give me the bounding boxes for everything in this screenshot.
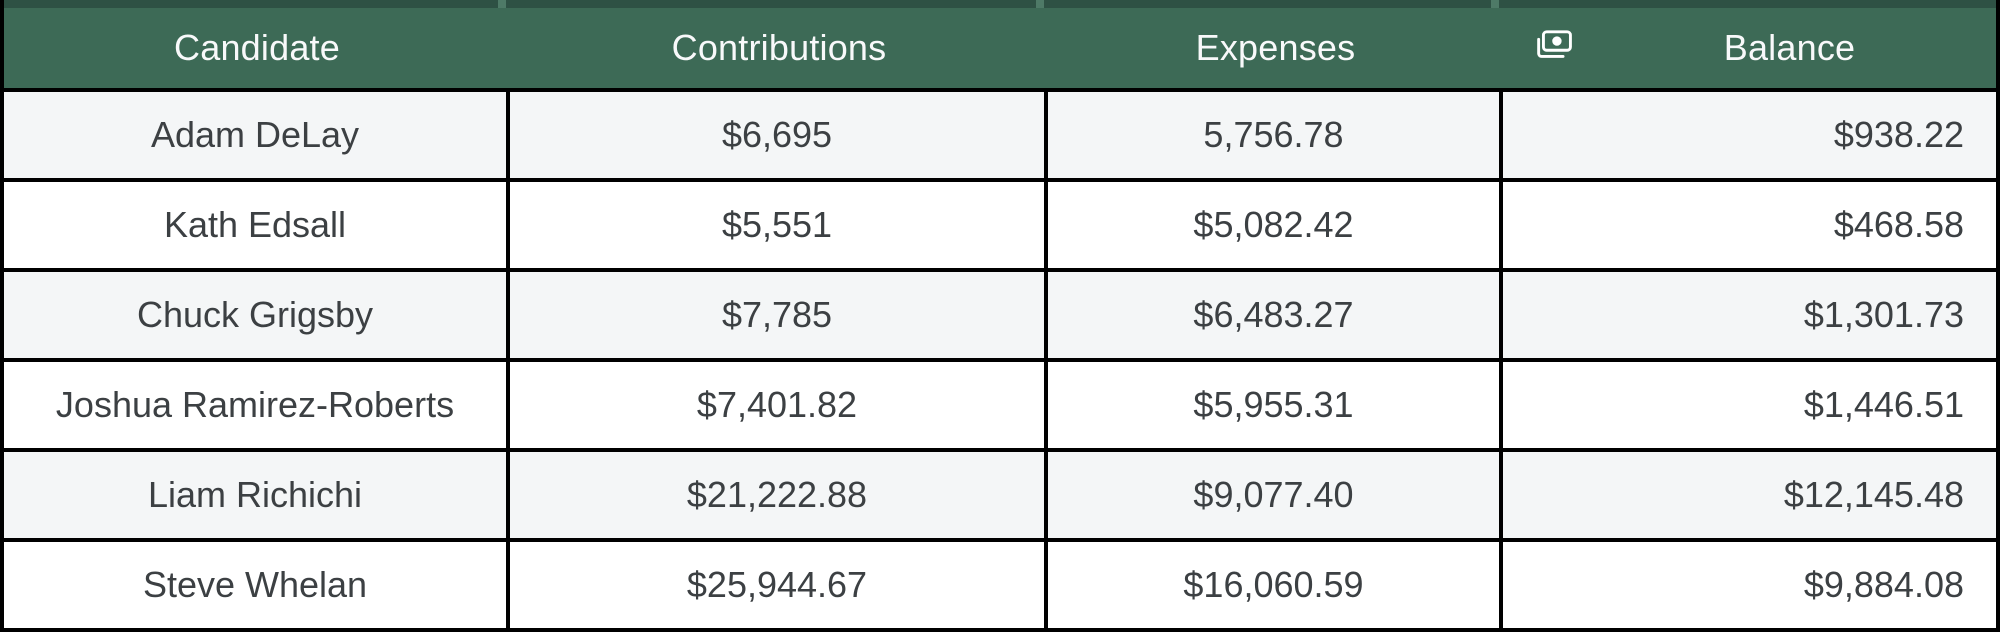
table-row: Chuck Grigsby $7,785 $6,483.27 $1,301.73 <box>4 272 1996 362</box>
cell-expenses: $6,483.27 <box>1048 272 1503 358</box>
cell-contributions: $21,222.88 <box>510 452 1048 538</box>
cell-contributions: $7,785 <box>510 272 1048 358</box>
cell-expenses: $5,955.31 <box>1048 362 1503 448</box>
cell-candidate: Joshua Ramirez-Roberts <box>4 362 510 448</box>
header-expenses-label: Expenses <box>1195 27 1356 68</box>
header-expenses: Expenses <box>1048 0 1503 88</box>
cell-candidate: Steve Whelan <box>4 542 510 628</box>
cell-expenses: $9,077.40 <box>1048 452 1503 538</box>
payments-icon <box>1531 25 1575 66</box>
cell-balance: $12,145.48 <box>1783 474 1964 515</box>
header-candidate-label: Candidate <box>174 27 340 68</box>
cell-expenses: 5,756.78 <box>1048 92 1503 178</box>
cell-balance: $938.22 <box>1833 114 1964 155</box>
cell-contributions: $7,401.82 <box>510 362 1048 448</box>
header-notch <box>1036 0 1044 8</box>
cell-balance: $1,301.73 <box>1803 294 1964 335</box>
cell-candidate: Chuck Grigsby <box>4 272 510 358</box>
cell-balance: $1,446.51 <box>1803 384 1964 425</box>
table-row: Adam DeLay $6,695 5,756.78 $938.22 <box>4 92 1996 182</box>
table-row: Liam Richichi $21,222.88 $9,077.40 $12,1… <box>4 452 1996 542</box>
cell-balance: $468.58 <box>1833 204 1964 245</box>
table-row: Kath Edsall $5,551 $5,082.42 $468.58 <box>4 182 1996 272</box>
table-header-row: Candidate Contributions Expenses Balance <box>4 0 1996 92</box>
cell-contributions: $25,944.67 <box>510 542 1048 628</box>
header-notch <box>498 0 506 8</box>
cell-balance: $9,884.08 <box>1803 564 1964 605</box>
cell-candidate: Liam Richichi <box>4 452 510 538</box>
table-row: Joshua Ramirez-Roberts $7,401.82 $5,955.… <box>4 362 1996 452</box>
cell-contributions: $6,695 <box>510 92 1048 178</box>
cell-contributions: $5,551 <box>510 182 1048 268</box>
header-contributions: Contributions <box>510 0 1048 88</box>
cell-candidate: Kath Edsall <box>4 182 510 268</box>
header-balance: Balance <box>1503 0 1996 88</box>
cell-expenses: $5,082.42 <box>1048 182 1503 268</box>
header-top-border <box>4 0 1996 8</box>
header-contributions-label: Contributions <box>671 27 887 68</box>
cell-expenses: $16,060.59 <box>1048 542 1503 628</box>
header-notch <box>1491 0 1499 8</box>
header-balance-label: Balance <box>1723 27 1856 68</box>
header-candidate: Candidate <box>4 0 510 88</box>
cell-candidate: Adam DeLay <box>4 92 510 178</box>
table-row: Steve Whelan $25,944.67 $16,060.59 $9,88… <box>4 542 1996 628</box>
